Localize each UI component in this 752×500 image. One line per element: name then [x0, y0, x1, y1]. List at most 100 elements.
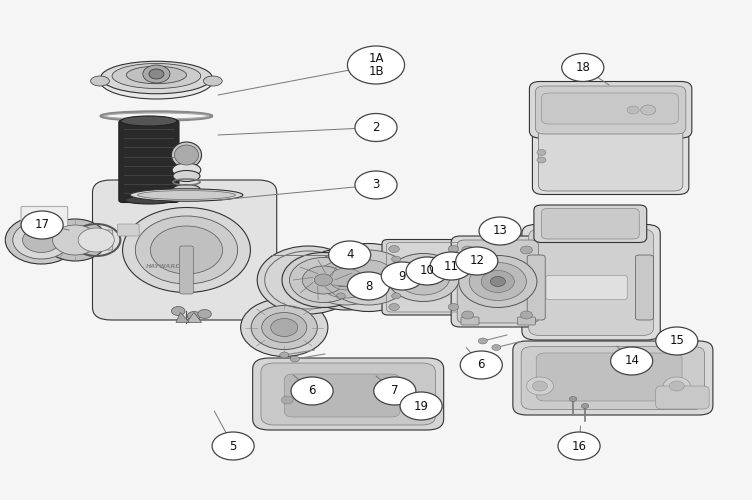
Ellipse shape [262, 312, 307, 342]
Text: 6: 6 [478, 358, 485, 372]
Ellipse shape [203, 76, 223, 86]
Ellipse shape [44, 219, 107, 261]
Ellipse shape [138, 190, 235, 200]
Ellipse shape [342, 260, 395, 295]
FancyBboxPatch shape [656, 386, 709, 409]
Ellipse shape [112, 64, 201, 88]
Ellipse shape [187, 312, 201, 320]
Ellipse shape [336, 256, 345, 262]
Ellipse shape [627, 106, 639, 114]
FancyBboxPatch shape [517, 317, 535, 325]
Ellipse shape [400, 392, 442, 420]
Ellipse shape [459, 256, 537, 308]
Ellipse shape [490, 276, 505, 286]
Ellipse shape [520, 311, 532, 319]
Ellipse shape [23, 228, 60, 252]
Ellipse shape [558, 432, 600, 460]
FancyBboxPatch shape [457, 240, 538, 323]
FancyBboxPatch shape [535, 86, 686, 134]
FancyBboxPatch shape [536, 353, 682, 401]
Ellipse shape [389, 246, 399, 252]
Ellipse shape [149, 69, 164, 79]
Ellipse shape [448, 246, 459, 252]
Ellipse shape [212, 432, 254, 460]
FancyBboxPatch shape [261, 363, 435, 425]
Ellipse shape [123, 208, 250, 292]
Ellipse shape [336, 293, 345, 299]
Ellipse shape [347, 46, 405, 84]
Ellipse shape [430, 252, 472, 280]
FancyBboxPatch shape [532, 122, 689, 194]
FancyBboxPatch shape [21, 206, 68, 229]
Ellipse shape [314, 274, 332, 286]
Ellipse shape [347, 272, 390, 300]
Ellipse shape [198, 310, 211, 318]
Ellipse shape [150, 226, 223, 274]
Ellipse shape [327, 250, 410, 305]
Ellipse shape [406, 257, 448, 285]
Ellipse shape [302, 266, 344, 294]
Ellipse shape [481, 270, 514, 292]
Ellipse shape [329, 241, 371, 269]
Ellipse shape [135, 216, 238, 284]
Ellipse shape [101, 61, 212, 94]
Text: 7: 7 [391, 384, 399, 398]
FancyBboxPatch shape [546, 276, 627, 299]
Text: 16: 16 [572, 440, 587, 452]
Ellipse shape [456, 247, 498, 275]
Ellipse shape [385, 278, 394, 284]
FancyBboxPatch shape [521, 346, 705, 410]
Text: 13: 13 [493, 224, 508, 237]
FancyBboxPatch shape [635, 255, 653, 320]
Ellipse shape [100, 63, 213, 99]
Text: 4: 4 [346, 248, 353, 262]
Text: 6: 6 [308, 384, 316, 398]
Ellipse shape [271, 318, 298, 336]
Ellipse shape [387, 254, 459, 302]
Ellipse shape [241, 298, 328, 356]
Text: 12: 12 [469, 254, 484, 268]
Text: 10: 10 [420, 264, 435, 278]
Text: 8: 8 [365, 280, 372, 292]
FancyBboxPatch shape [92, 180, 277, 320]
FancyBboxPatch shape [541, 208, 639, 239]
Text: 11: 11 [444, 260, 459, 272]
Ellipse shape [526, 377, 553, 395]
Ellipse shape [537, 157, 546, 163]
Polygon shape [186, 312, 202, 322]
Text: 1A
1B: 1A 1B [368, 52, 384, 78]
FancyBboxPatch shape [534, 205, 647, 242]
FancyBboxPatch shape [529, 82, 692, 138]
Ellipse shape [13, 221, 70, 259]
Ellipse shape [174, 145, 199, 165]
FancyBboxPatch shape [253, 358, 444, 430]
Ellipse shape [669, 381, 684, 391]
Ellipse shape [280, 352, 289, 358]
Text: HAYWARD: HAYWARD [146, 264, 182, 268]
Ellipse shape [520, 246, 532, 254]
Ellipse shape [462, 246, 474, 254]
Ellipse shape [282, 252, 365, 308]
FancyBboxPatch shape [522, 224, 660, 340]
FancyBboxPatch shape [284, 374, 400, 417]
Ellipse shape [389, 304, 399, 310]
Ellipse shape [355, 114, 397, 141]
Text: 9: 9 [399, 270, 406, 282]
Ellipse shape [171, 142, 202, 168]
Ellipse shape [126, 66, 186, 84]
Ellipse shape [462, 311, 474, 319]
Ellipse shape [130, 188, 243, 201]
Ellipse shape [251, 306, 317, 350]
Ellipse shape [53, 225, 98, 255]
Ellipse shape [257, 246, 359, 314]
Text: 3: 3 [372, 178, 380, 192]
FancyBboxPatch shape [461, 317, 479, 325]
FancyBboxPatch shape [538, 125, 683, 191]
Text: 5: 5 [229, 440, 237, 452]
Text: 19: 19 [414, 400, 429, 412]
Ellipse shape [299, 248, 393, 310]
Ellipse shape [173, 170, 200, 181]
Ellipse shape [317, 244, 420, 312]
Ellipse shape [307, 253, 385, 305]
Ellipse shape [562, 54, 604, 82]
